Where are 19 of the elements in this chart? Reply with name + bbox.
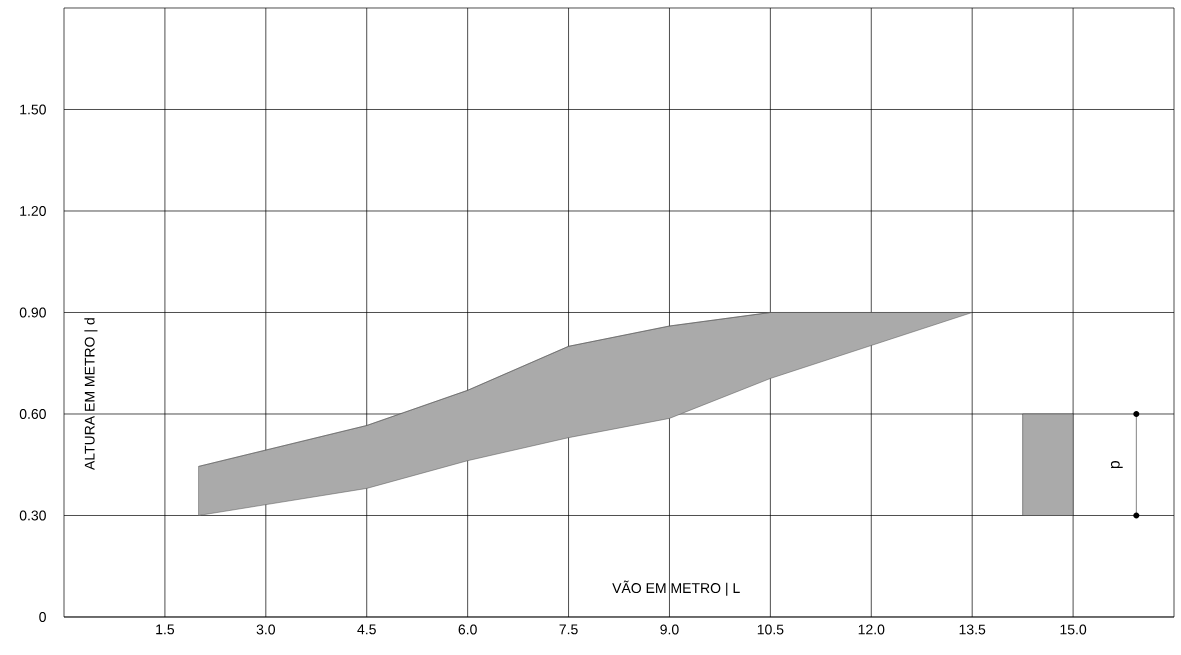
y-axis-title: ALTURA EM METRO | d xyxy=(84,318,98,471)
x-tick-label: 4.5 xyxy=(357,624,376,635)
x-tick-label: 10.5 xyxy=(757,624,784,635)
x-tick-label: 3.0 xyxy=(256,624,276,635)
y-tick-label: 0.30 xyxy=(19,510,46,521)
x-tick-label: 6.0 xyxy=(458,624,477,635)
x-tick-label: 7.5 xyxy=(559,624,578,635)
x-tick-label: 9.0 xyxy=(660,624,679,635)
x-axis-title: VÃO EM METRO | L xyxy=(612,580,740,596)
y-tick-label: 1.50 xyxy=(20,104,46,115)
x-tick-label: 1.5 xyxy=(156,624,175,635)
y-tick-label: 0.60 xyxy=(19,409,46,419)
x-tick-label: 13.5 xyxy=(959,624,986,635)
y-tick-label: 1.20 xyxy=(20,206,46,216)
annotation: d xyxy=(1110,460,1123,469)
y-tick-label: 0 xyxy=(39,612,46,622)
y-tick-label: 0.90 xyxy=(19,307,46,318)
x-tick-label: 15.0 xyxy=(1060,624,1087,635)
x-tick-label: 12.0 xyxy=(858,624,885,635)
